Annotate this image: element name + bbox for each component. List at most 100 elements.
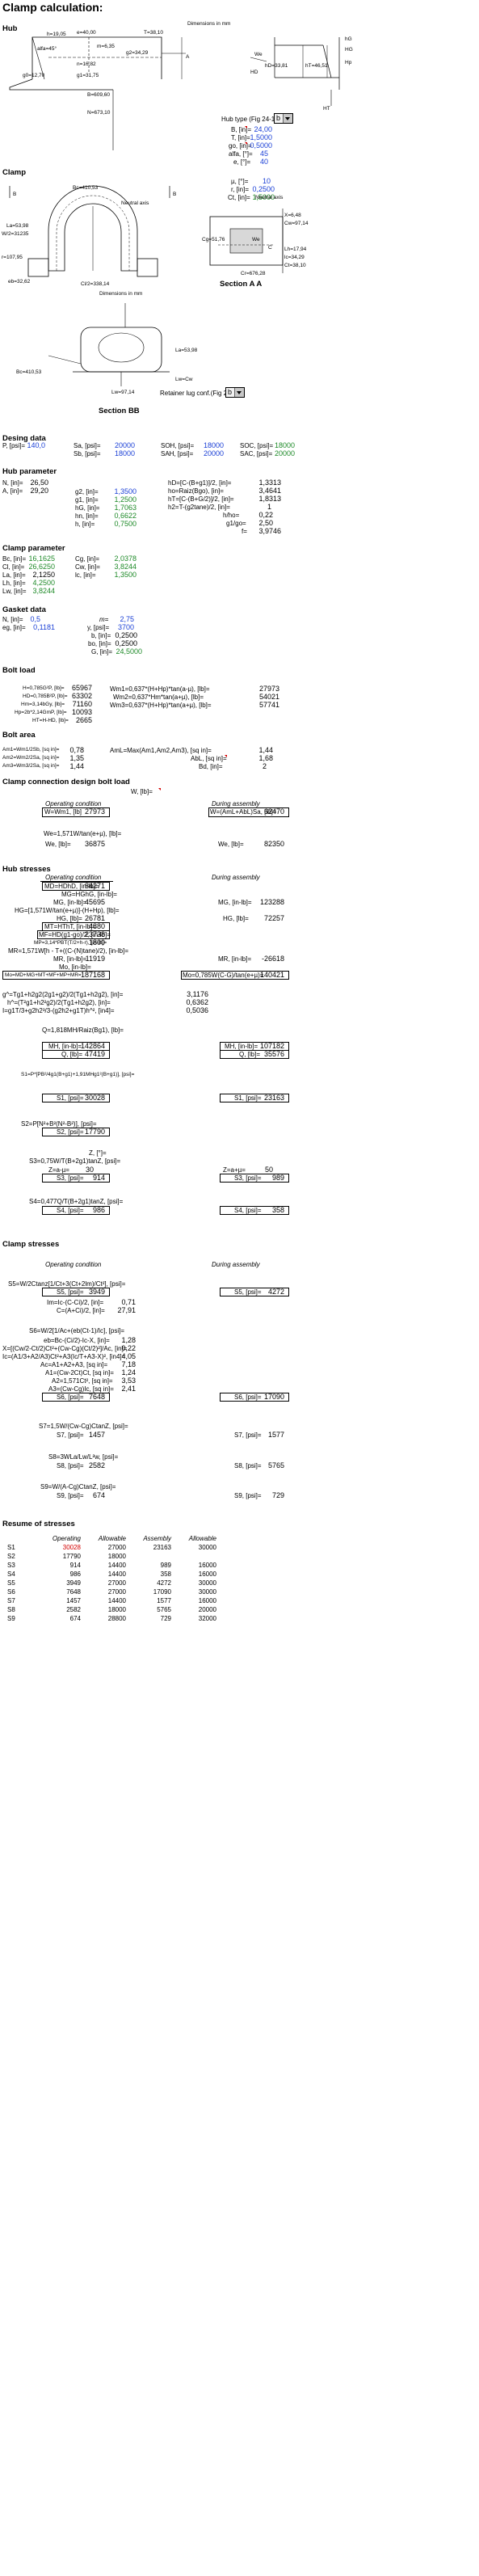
design-value[interactable]: 20000 xyxy=(114,441,135,449)
hub-param-value[interactable]: 45 xyxy=(259,150,268,158)
hubparam-value[interactable]: 1,2500 xyxy=(114,495,137,504)
gasket-value[interactable]: 24,5000 xyxy=(116,647,142,656)
hubparam-calc-label: g1/go= xyxy=(226,520,246,527)
clamp-param-value[interactable]: 0,2500 xyxy=(252,185,275,193)
clampparam-value[interactable]: 3,8244 xyxy=(32,587,55,595)
clampstress-s8-formula: S8=3WLa/Lw/L²w, [psi]= xyxy=(48,1453,119,1461)
clampstress-s6-formula: S6=W/2[1/Ac+(eb(Ct-1)/Ic], [psi]= xyxy=(29,1327,125,1334)
hubparam-value[interactable]: 1,7063 xyxy=(114,504,137,512)
resume-cell: 16000 xyxy=(198,1597,216,1604)
hub-type-label: Hub type (Fig 24-1)= xyxy=(221,116,281,123)
hubparam-N-value: 26,50 xyxy=(30,479,48,487)
design-value[interactable]: 20000 xyxy=(274,449,295,457)
hubstress-label: Mo, [in-lb]= xyxy=(59,963,91,971)
boltload-value: 63302 xyxy=(71,692,92,700)
clampbolt-w2-label: W=(AmL+AbL)Sa, [lb]= xyxy=(210,808,277,816)
clampparam-label: Lh, [in]= xyxy=(2,580,26,587)
clampstress-s6-value: 4,05 xyxy=(121,1352,136,1360)
clampstress-op-heading: Operating condition xyxy=(45,1261,102,1268)
gasket-value[interactable]: 2,75 xyxy=(120,615,134,623)
resume-cell: 16000 xyxy=(198,1562,216,1569)
clampstress-s8-as-value: 5765 xyxy=(267,1461,284,1469)
design-value[interactable]: 18000 xyxy=(274,441,295,449)
lug-type-value: b xyxy=(228,388,233,396)
section-bb-title: Section BB xyxy=(99,407,140,415)
clampstress-s7-label: S7, [psi]= xyxy=(57,1431,84,1439)
clamp-param-label: r, [in]= xyxy=(231,186,250,193)
hubstress-label: MD=HDhD, [in-lb]= xyxy=(44,883,99,890)
design-label: SAH, [psi]= xyxy=(161,450,194,457)
table-row: S1 30028 27000 23163 30000 xyxy=(4,1543,220,1552)
chevron-down-icon xyxy=(283,114,292,123)
resume-cell: 914 xyxy=(69,1562,81,1569)
gasket-label: eg, [in]= xyxy=(2,624,26,631)
clamp-param-label: µ, [°]= xyxy=(231,178,249,185)
hubparam-calc-value: 3,4641 xyxy=(258,487,281,495)
clamp-param-value[interactable]: 10 xyxy=(262,177,271,185)
resume-table: Operating Allowable Assembly Allowable S… xyxy=(4,1534,220,1623)
clamp-section-bb-drawing: La=53,98 Bc=410,53 Lw=97,14 Lw=Cw xyxy=(16,303,198,395)
resume-cell: 2582 xyxy=(66,1606,81,1613)
lug-type-select[interactable]: b xyxy=(225,387,245,398)
resume-header: Allowable xyxy=(188,1535,216,1542)
clampparam-value[interactable]: 1,3500 xyxy=(114,571,137,579)
hubstress-as-value: 140421 xyxy=(260,971,285,979)
clampparam-value[interactable]: 26,6250 xyxy=(28,563,55,571)
clampparam-value[interactable]: 3,8244 xyxy=(114,563,137,571)
hubstress-s1-as-value: 23163 xyxy=(263,1094,284,1102)
resume-cell: 14400 xyxy=(107,1562,126,1569)
clamp-section-aa-drawing: Neutral axis Cg=51,76 X=6,48 Cw=97,14 We… xyxy=(202,195,309,276)
hub-param-value[interactable]: 40 xyxy=(259,158,268,166)
resume-cell: S4 xyxy=(7,1570,15,1578)
hubstress-s3-formula: S3=0,75W/T(B+2g1)tanZ, [psi]= xyxy=(29,1157,121,1165)
clampstress-mid-value: 0,71 xyxy=(121,1298,136,1306)
gasket-value[interactable]: 3700 xyxy=(117,623,134,631)
hubstress-label: MP=3,14*PBT(T/2+h-r), [in-lb]= xyxy=(34,940,107,946)
clampparam-heading: Clamp parameter xyxy=(2,544,65,553)
clampparam-value: 2,1250 xyxy=(32,571,55,579)
hubparam-value[interactable]: 0,6622 xyxy=(114,512,137,520)
design-value[interactable]: 20000 xyxy=(203,449,224,457)
clampparam-label: Cl, [in]= xyxy=(2,563,25,571)
hubstress-label: MF=HD(g1-go)/2, [in-lb]= xyxy=(39,931,111,938)
hubparam-value[interactable]: 1,3500 xyxy=(114,487,137,495)
clampbolt-as-heading: During assembly xyxy=(212,800,260,807)
design-value[interactable]: 18000 xyxy=(114,449,135,457)
clampparam-value[interactable]: 16,1625 xyxy=(28,554,55,563)
design-P-value[interactable]: 140,0 xyxy=(27,441,45,449)
resume-cell: 30028 xyxy=(62,1544,81,1551)
hub-param-label: alfa, [°]= xyxy=(229,150,253,158)
resume-cell: 16000 xyxy=(198,1570,216,1578)
resume-cell: 17790 xyxy=(62,1553,81,1560)
boltarea-value: 2 xyxy=(262,762,267,770)
hubstress-label: HG=[1,571W/tan(e+µ)]-(H+Hp), [lb]= xyxy=(15,907,120,914)
clamp-param-value[interactable]: 1,5000 xyxy=(252,193,275,201)
gasket-value[interactable]: 0,1181 xyxy=(33,623,55,631)
resume-header: Assembly xyxy=(143,1535,171,1542)
hubstress-g-value: 3,1176 xyxy=(187,990,208,998)
hub-force-Hp: Hp xyxy=(345,60,352,65)
clampstress-s6-value: 7,18 xyxy=(121,1360,136,1368)
clampparam-label: Lw, [in]= xyxy=(2,588,27,595)
hubstress-mh-label: MH, [in-lb]= xyxy=(48,1043,82,1050)
hubstress-g-value: 0,6362 xyxy=(186,998,208,1006)
hub-type-select[interactable]: b xyxy=(274,113,293,124)
boltload-label: Wm1=0,637*(H+Hp)*tan(a-µ), [lb]= xyxy=(110,685,210,693)
hub-force-We: We xyxy=(254,52,263,57)
hubstress-q-as-value: 35576 xyxy=(263,1050,284,1058)
gasket-value[interactable]: 0,5 xyxy=(30,615,40,623)
resume-cell: 28800 xyxy=(107,1615,126,1622)
design-value[interactable]: 18000 xyxy=(203,441,224,449)
clampstress-s6-as-box xyxy=(220,1393,289,1402)
hubstress-as-label: HG, [lb]= xyxy=(223,915,249,922)
boltarea-label: Am2=Wm2/2Sa, [sq in]= xyxy=(2,755,60,761)
hub-param-value[interactable]: 24,00 xyxy=(254,125,272,133)
clampstress-as-heading: During assembly xyxy=(212,1261,260,1268)
hub-param-value[interactable]: 0,5000 xyxy=(250,141,272,150)
hub-param-value[interactable]: 1,5000 xyxy=(250,133,272,141)
hubstress-value: 187168 xyxy=(81,971,106,979)
clamp-dim-La: La=53,98 xyxy=(6,223,29,229)
clampparam-value[interactable]: 2,0378 xyxy=(114,554,137,563)
clampparam-value[interactable]: 4,2500 xyxy=(32,579,55,587)
hubparam-value[interactable]: 0,7500 xyxy=(114,520,137,528)
